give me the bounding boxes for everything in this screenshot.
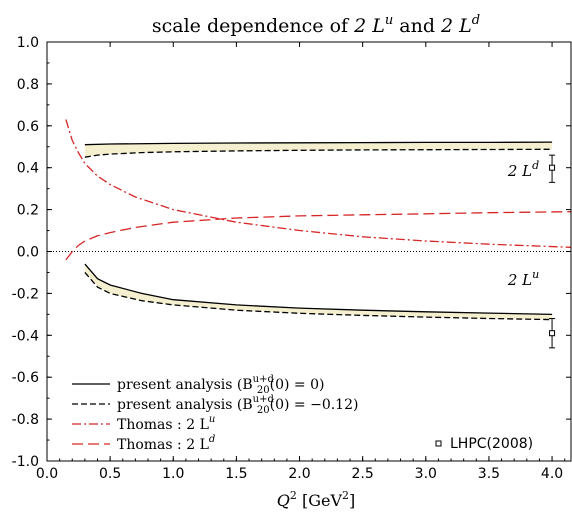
legend-label-part: u+d bbox=[253, 394, 275, 405]
y-axis-ticks: 1.0 0.8 0.6 0.4 0.2 0.0 -0.2 -0.4 -0.6 -0.8 -1.0 bbox=[12, 35, 571, 470]
legend-label-part: u+d bbox=[253, 374, 275, 385]
xlabel-q: Q bbox=[277, 491, 290, 510]
legend-label-part: u bbox=[209, 414, 215, 425]
uncertainty-band-lu bbox=[84, 264, 553, 320]
x-tick-label-0: 0.0 bbox=[36, 466, 58, 482]
series-1-curve-0 bbox=[84, 148, 553, 158]
x-tick-label-5: 2.5 bbox=[352, 466, 374, 482]
legend-label-part: (0) = 0) bbox=[270, 377, 325, 393]
legend-label-2: Thomas : 2 Lu bbox=[117, 414, 215, 433]
y-tick-label-9: -0.8 bbox=[12, 412, 39, 428]
legend-lhpc-label: LHPC(2008) bbox=[450, 436, 533, 452]
legend: present analysis (Bu+d 20(0) = 0)present … bbox=[72, 374, 533, 453]
y-tick-label-3: 0.4 bbox=[17, 161, 39, 177]
x-axis-label: Q2 [GeV2] bbox=[277, 489, 356, 510]
title-sup1: u bbox=[385, 13, 393, 28]
annotation-0: 2 Ld bbox=[507, 159, 539, 180]
legend-label-part: d bbox=[209, 434, 215, 445]
lattice-points-group bbox=[549, 154, 556, 349]
x-tick-label-7: 3.5 bbox=[478, 466, 500, 482]
title-sup2: d bbox=[472, 13, 480, 28]
legend-label-part: present analysis (B bbox=[117, 377, 253, 393]
xlabel-unit-open: [GeV bbox=[297, 491, 343, 510]
series-1-curve-1 bbox=[84, 271, 553, 321]
annotation-base-0: 2 L bbox=[507, 162, 532, 180]
y-tick-label-4: 0.2 bbox=[17, 203, 39, 219]
legend-label-3: Thomas : 2 Ld bbox=[117, 434, 215, 453]
legend-label-part: (0) = −0.12) bbox=[270, 397, 359, 413]
title-part1: 2 L bbox=[353, 15, 385, 37]
legend-label-part: Thomas : 2 L bbox=[117, 437, 209, 453]
y-tick-label-5: 0.0 bbox=[17, 245, 39, 261]
title-part2: 2 L bbox=[440, 15, 472, 37]
lattice-point-1 bbox=[549, 330, 556, 337]
x-tick-label-4: 2.0 bbox=[288, 466, 310, 482]
uncertainty-bands bbox=[84, 142, 553, 320]
y-tick-label-7: -0.4 bbox=[12, 328, 39, 344]
y-tick-label-2: 0.6 bbox=[17, 119, 39, 135]
x-tick-label-3: 1.5 bbox=[225, 466, 247, 482]
title-prefix: scale dependence of bbox=[152, 15, 354, 37]
xlabel-unit-close: ] bbox=[349, 491, 355, 510]
title-and: and bbox=[393, 15, 441, 37]
y-tick-label-6: -0.2 bbox=[12, 286, 39, 302]
xlabel-sup: 2 bbox=[290, 489, 297, 502]
chart-title: scale dependence of 2 Lu and 2 Ld bbox=[152, 13, 480, 37]
annotation-sup-1: u bbox=[532, 268, 539, 281]
legend-label-1: present analysis (Bu+d 20(0) = −0.12) bbox=[117, 394, 358, 416]
legend-label-part: Thomas : 2 L bbox=[117, 417, 209, 433]
y-tick-label-10: -1.0 bbox=[12, 454, 39, 470]
legend-label-part: 20 bbox=[257, 385, 270, 396]
y-tick-label-1: 0.8 bbox=[17, 77, 39, 93]
legend-label-part: 20 bbox=[257, 405, 270, 416]
y-tick-label-8: -0.6 bbox=[12, 370, 39, 386]
series-0-curve-0 bbox=[84, 141, 553, 146]
annotation-base-1: 2 L bbox=[507, 271, 532, 289]
legend-label-0: present analysis (Bu+d 20(0) = 0) bbox=[117, 374, 324, 396]
uncertainty-band-ld bbox=[84, 142, 553, 158]
lattice-point-0 bbox=[549, 164, 556, 171]
y-tick-label-0: 1.0 bbox=[17, 35, 39, 51]
annotations-group: 2 Ld2 Lu bbox=[507, 159, 539, 289]
x-tick-label-8: 4.0 bbox=[541, 466, 563, 482]
series-group bbox=[65, 119, 572, 321]
legend-lhpc-marker bbox=[435, 440, 442, 447]
annotation-1: 2 Lu bbox=[507, 268, 539, 289]
annotation-sup-0: d bbox=[532, 159, 539, 172]
x-tick-label-6: 3.0 bbox=[415, 466, 437, 482]
series-0-curve-1 bbox=[84, 263, 553, 316]
series-3-curve-0 bbox=[65, 211, 572, 261]
x-tick-label-2: 1.0 bbox=[162, 466, 184, 482]
series-2-curve-0 bbox=[65, 119, 572, 248]
x-tick-label-1: 0.5 bbox=[99, 466, 121, 482]
legend-label-part: present analysis (B bbox=[117, 397, 253, 413]
x-axis-ticks: 0.0 0.5 1.0 1.5 2.0 2.5 3.0 3.5 4.0 bbox=[36, 42, 566, 482]
xlabel-unit-sup: 2 bbox=[342, 489, 349, 502]
